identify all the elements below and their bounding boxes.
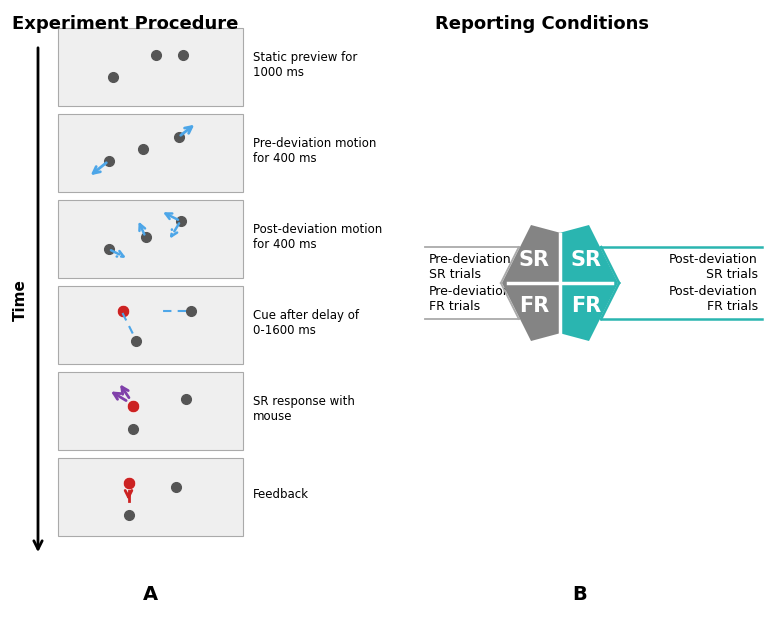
Text: Pre-deviation motion
for 400 ms: Pre-deviation motion for 400 ms: [253, 137, 376, 165]
Text: Experiment Procedure: Experiment Procedure: [12, 15, 238, 33]
Text: SR response with
mouse: SR response with mouse: [253, 395, 355, 423]
Text: Post-deviation
FR trials: Post-deviation FR trials: [669, 285, 758, 313]
Text: Pre-deviation
FR trials: Pre-deviation FR trials: [429, 285, 512, 313]
FancyBboxPatch shape: [58, 458, 243, 536]
Text: FR: FR: [519, 296, 549, 316]
Text: Static preview for
1000 ms: Static preview for 1000 ms: [253, 51, 358, 79]
Text: Post-deviation motion
for 400 ms: Post-deviation motion for 400 ms: [253, 223, 382, 251]
Polygon shape: [560, 225, 618, 341]
Text: Time: Time: [12, 279, 28, 321]
Text: Cue after delay of
0-1600 ms: Cue after delay of 0-1600 ms: [253, 309, 359, 337]
Text: B: B: [573, 586, 588, 604]
Text: FR: FR: [571, 296, 601, 316]
FancyBboxPatch shape: [58, 28, 243, 106]
Text: Post-deviation
SR trials: Post-deviation SR trials: [669, 253, 758, 281]
FancyBboxPatch shape: [58, 200, 243, 278]
Text: A: A: [143, 586, 158, 604]
FancyBboxPatch shape: [58, 286, 243, 364]
Text: Feedback: Feedback: [253, 488, 309, 502]
FancyBboxPatch shape: [58, 372, 243, 450]
Text: SR: SR: [518, 250, 550, 270]
Polygon shape: [502, 225, 560, 341]
Text: Pre-deviation
SR trials: Pre-deviation SR trials: [429, 253, 512, 281]
Text: SR: SR: [571, 250, 601, 270]
Text: Reporting Conditions: Reporting Conditions: [435, 15, 649, 33]
FancyBboxPatch shape: [58, 114, 243, 192]
